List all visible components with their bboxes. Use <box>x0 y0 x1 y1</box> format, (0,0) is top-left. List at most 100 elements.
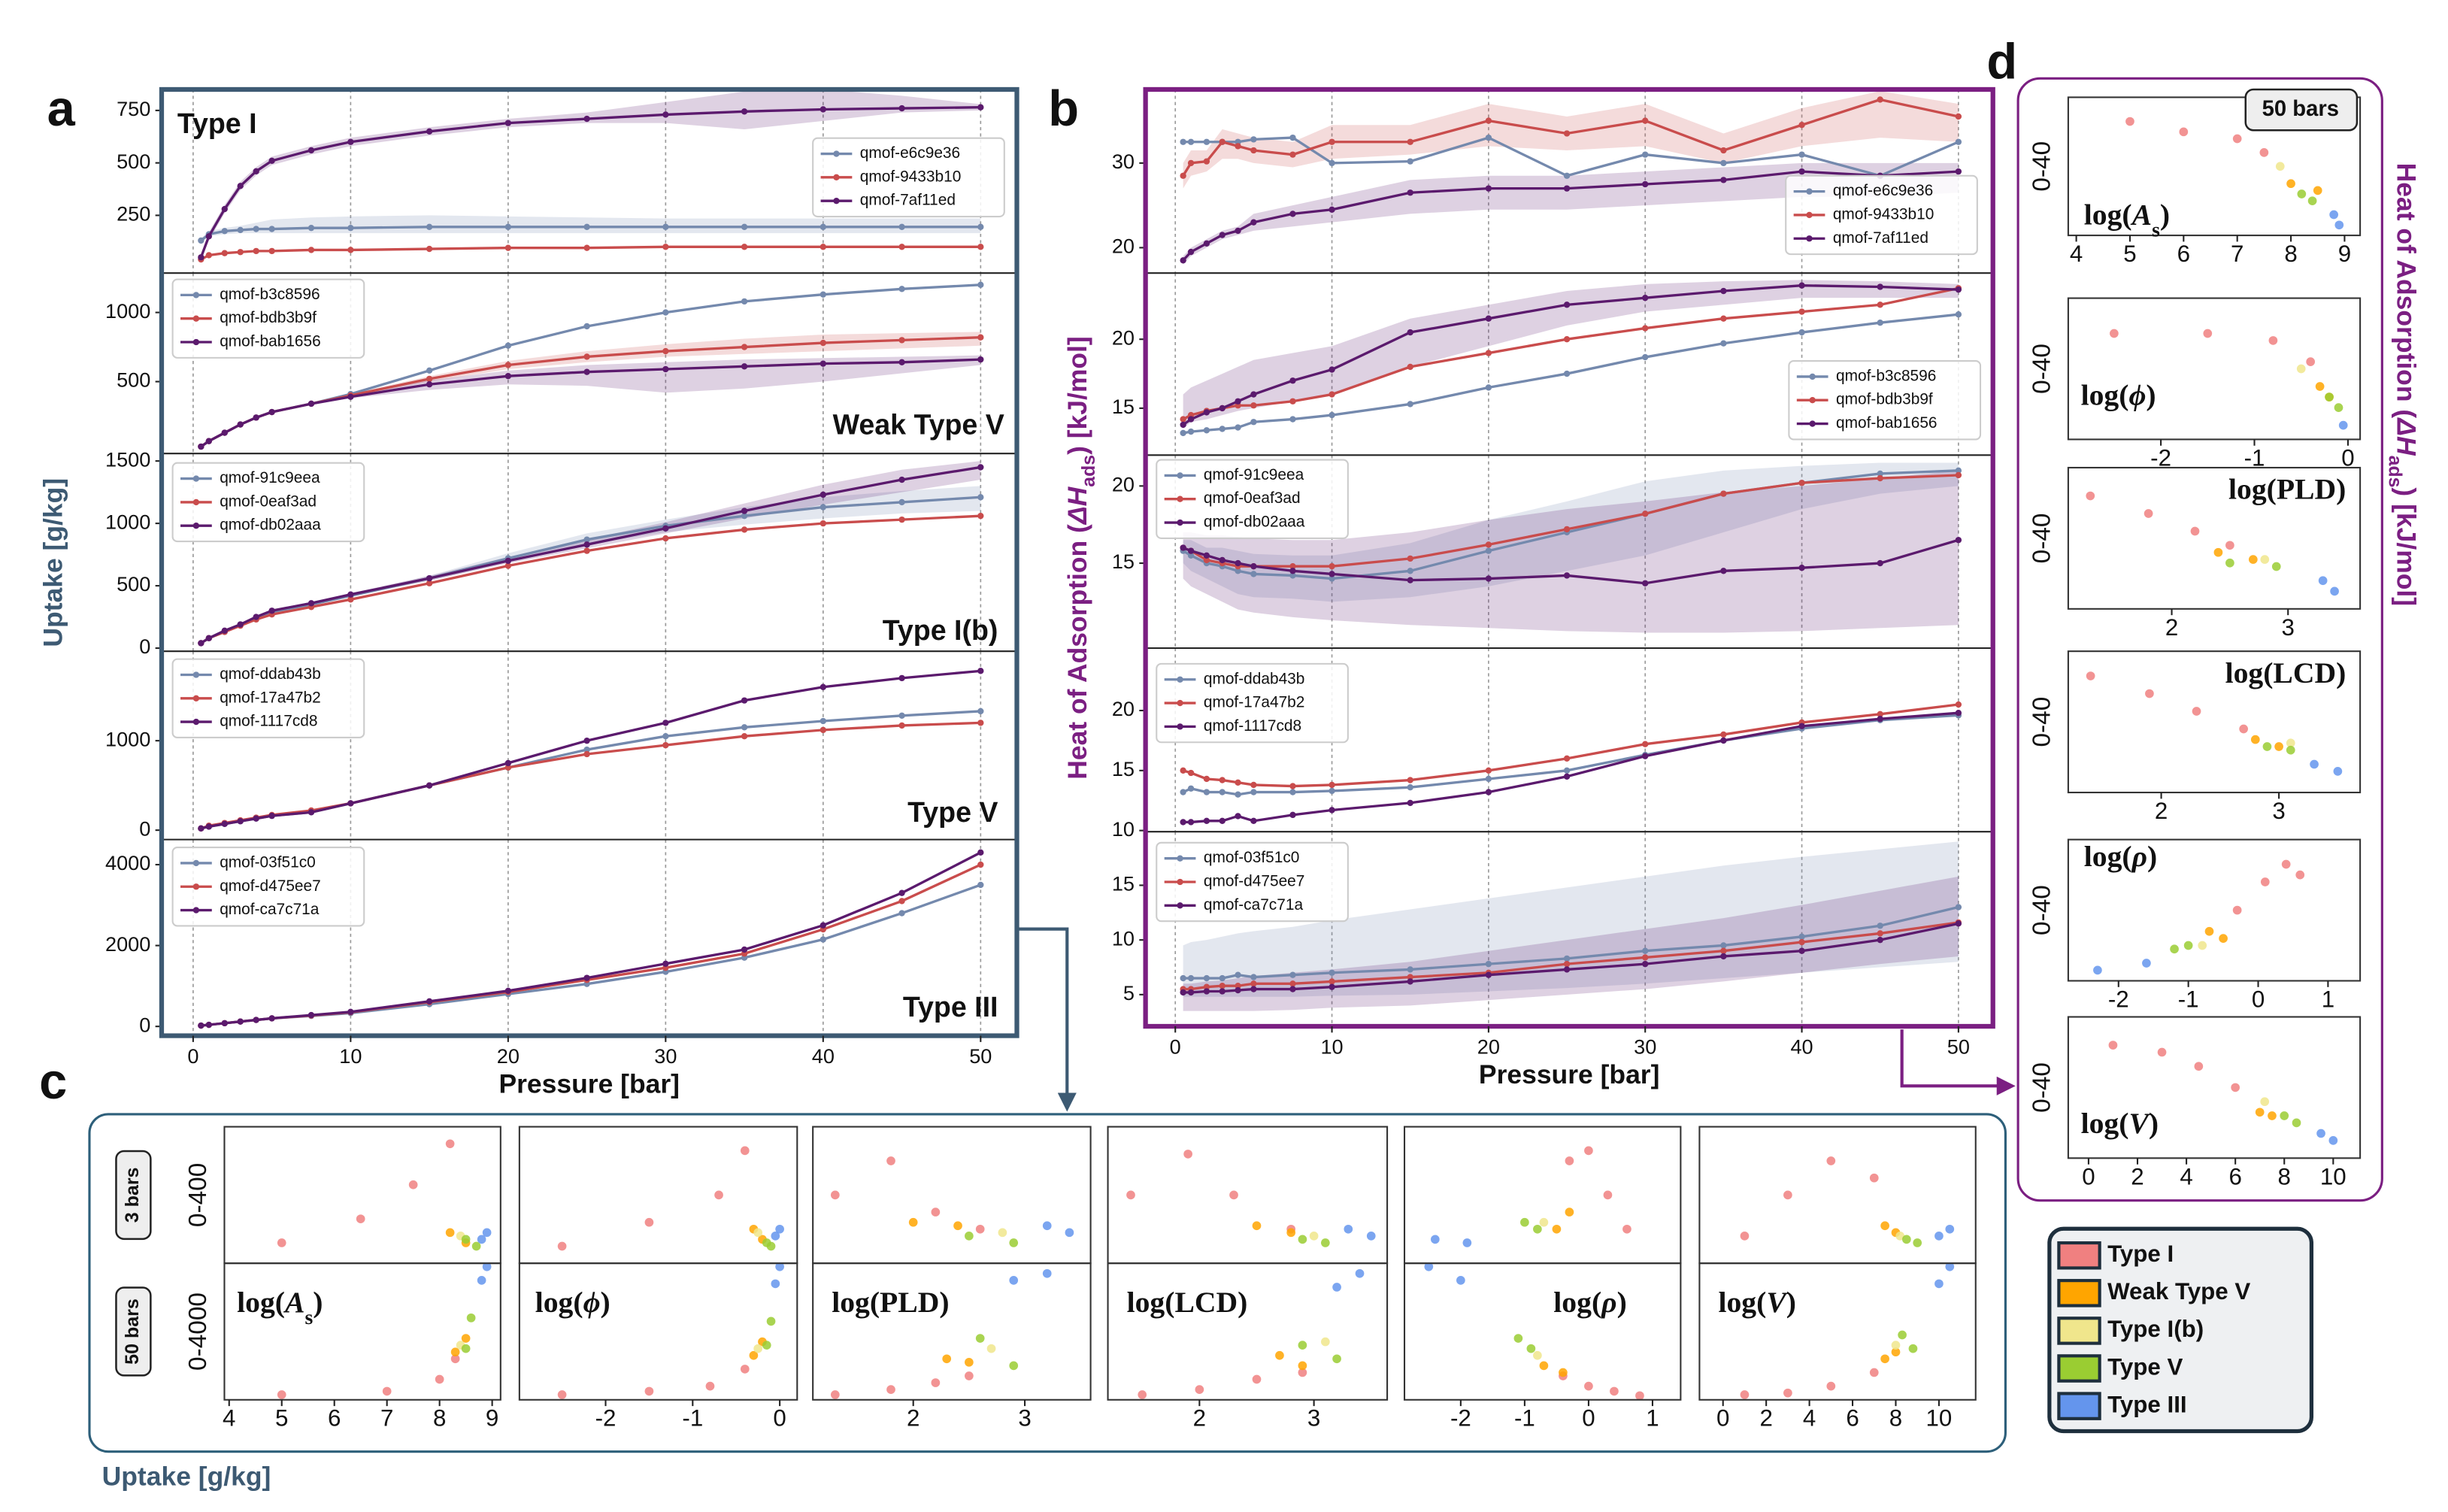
scatter-point <box>356 1214 365 1224</box>
scatter-point <box>2281 859 2291 869</box>
x-tick-label: 4 <box>1803 1405 1816 1432</box>
point <box>741 526 748 533</box>
band <box>1183 841 1959 997</box>
legend-label: qmof-7af11ed <box>860 192 956 209</box>
legend-point <box>192 338 200 346</box>
scatter-point <box>705 1381 715 1391</box>
point <box>1720 490 1727 497</box>
y-tick-label: 0 <box>139 635 150 658</box>
point <box>1219 232 1226 238</box>
cell-frame <box>1403 1262 1682 1401</box>
text-run: log( <box>2084 840 2132 873</box>
scatter-point <box>1298 1235 1307 1244</box>
point <box>1329 366 1335 373</box>
point <box>237 249 244 256</box>
y-tick-label: 500 <box>117 368 150 392</box>
scatter-point <box>2093 965 2102 975</box>
scatter-point <box>2179 127 2189 137</box>
point <box>504 223 512 230</box>
scatter-point <box>435 1374 444 1384</box>
point <box>1180 138 1186 145</box>
point <box>583 244 590 251</box>
scatter-point <box>277 1390 286 1399</box>
point <box>1250 781 1257 789</box>
point <box>1329 807 1335 814</box>
x-tick-label: -1 <box>682 1405 703 1432</box>
point <box>504 759 512 767</box>
scatter-point <box>714 1190 723 1200</box>
text-run: log( <box>2081 1107 2129 1140</box>
point <box>977 849 984 856</box>
point <box>221 250 228 256</box>
scatter-point <box>461 1334 471 1343</box>
point <box>504 244 512 251</box>
point <box>1219 983 1226 989</box>
point <box>1720 287 1727 295</box>
scatter-point <box>1195 1385 1204 1394</box>
x-tick-label: 6 <box>2177 241 2190 267</box>
scatter-point <box>408 1180 418 1189</box>
point <box>820 504 826 511</box>
scatter-point <box>986 1344 996 1353</box>
y-tick-label: 750 <box>117 97 150 120</box>
scatter-point <box>1298 1341 1307 1350</box>
text-run: V <box>2128 1107 2151 1140</box>
point <box>253 226 259 232</box>
point <box>1289 572 1296 579</box>
point <box>1219 817 1226 825</box>
scatter-point <box>1880 1354 1889 1364</box>
point <box>426 998 433 1004</box>
point <box>662 309 669 316</box>
scatter-point <box>445 1139 455 1149</box>
point <box>820 683 826 690</box>
point <box>820 339 826 347</box>
y-tick-label: 5 <box>1123 981 1135 1004</box>
row-label: 50 bars <box>122 1298 143 1365</box>
x-tick-label: 10 <box>1926 1405 1953 1432</box>
scatter-point <box>1565 1156 1574 1165</box>
scatter-point <box>2268 1111 2277 1120</box>
scatter-point <box>450 1347 460 1357</box>
scatter-point <box>775 1262 784 1271</box>
scatter-point <box>753 1228 763 1238</box>
text-run: log( <box>1718 1286 1766 1319</box>
scatter-point <box>2157 1047 2167 1057</box>
point <box>237 621 244 628</box>
legend-label: qmof-bab1656 <box>220 333 321 350</box>
text-run: ads <box>1079 455 1099 487</box>
point <box>347 247 354 253</box>
point <box>1877 559 1883 567</box>
series-line <box>1183 136 1959 177</box>
series-line <box>1183 711 1959 824</box>
x-tick-label: 0 <box>773 1405 786 1432</box>
point <box>1219 974 1226 982</box>
point <box>583 115 590 123</box>
point <box>253 815 259 822</box>
point <box>1955 138 1962 145</box>
scatter-point <box>2334 403 2343 412</box>
point <box>347 138 354 145</box>
point <box>308 1011 315 1019</box>
y-range-label: 0-40 <box>2028 1062 2056 1113</box>
point <box>205 438 212 444</box>
scatter-point <box>965 1371 974 1380</box>
scatter-point <box>382 1386 392 1396</box>
point <box>741 697 748 704</box>
legend-point <box>192 498 200 506</box>
point <box>198 443 205 450</box>
scatter-point <box>277 1238 286 1247</box>
scatter-point <box>1286 1228 1296 1238</box>
point <box>205 823 212 830</box>
point <box>1642 580 1649 586</box>
point <box>1235 971 1241 978</box>
point <box>253 247 259 255</box>
y-range-label: 0-40 <box>2028 697 2056 747</box>
series-line <box>200 465 981 644</box>
point <box>347 393 354 400</box>
point <box>1563 172 1571 179</box>
panel-letter: a <box>47 81 76 137</box>
cell-frame <box>2067 297 2362 441</box>
legend-label: qmof-9433b10 <box>1833 205 1934 223</box>
text-run: Heat of Adsorption ( <box>1062 524 1092 780</box>
point <box>1180 974 1186 982</box>
